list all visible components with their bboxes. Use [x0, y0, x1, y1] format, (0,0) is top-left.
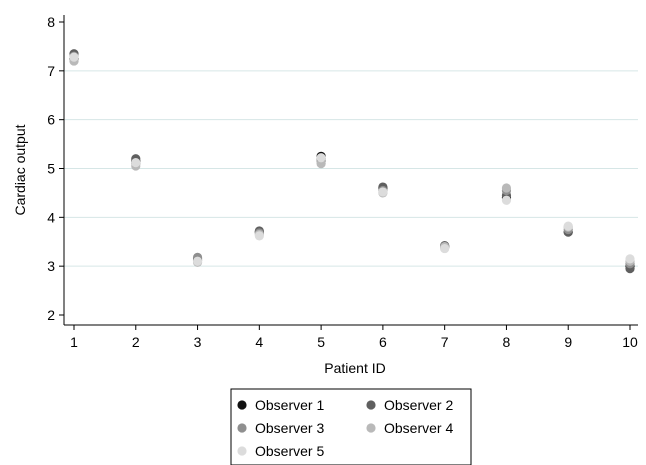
y-tick-label: 7: [47, 63, 55, 79]
data-point: [501, 183, 512, 193]
x-tick-label: 10: [622, 334, 638, 350]
y-tick-label: 3: [47, 258, 55, 274]
legend: Observer 1 Observer 2 Observer 3 Observer 4…: [230, 388, 472, 465]
legend-box: [230, 388, 472, 465]
data-point: [440, 243, 450, 254]
data-point: [316, 153, 326, 163]
legend-marker: [366, 400, 376, 410]
y-tick-label: 5: [47, 161, 55, 177]
legend-marker: [237, 400, 247, 410]
legend-label: Observer 5: [255, 443, 324, 459]
data-point: [625, 254, 635, 264]
x-tick-label: 2: [132, 334, 140, 350]
data-point: [192, 256, 203, 266]
x-tick-label: 1: [70, 334, 78, 350]
legend-marker: [237, 446, 247, 456]
legend-marker: [366, 423, 376, 433]
legend-label: Observer 2: [384, 397, 453, 413]
data-point: [501, 195, 512, 205]
data-points: [69, 49, 635, 274]
x-axis-title: Patient ID: [324, 360, 385, 376]
y-axis-title: Cardiac output: [12, 124, 28, 215]
data-point: [254, 231, 264, 241]
y-tick-label: 2: [47, 307, 55, 323]
y-tick-label: 8: [47, 14, 55, 30]
y-tick-label: 4: [47, 209, 55, 225]
legend-marker: [237, 423, 247, 433]
y-ticks: 2 3 4 5 6 7 8: [47, 14, 64, 323]
x-tick-label: 4: [255, 334, 263, 350]
data-point: [378, 187, 388, 197]
data-point: [69, 52, 79, 62]
legend-label: Observer 3: [255, 420, 324, 436]
x-tick-label: 6: [379, 334, 387, 350]
data-point: [131, 158, 141, 168]
x-tick-label: 3: [194, 334, 202, 350]
x-tick-label: 5: [317, 334, 325, 350]
y-tick-label: 6: [47, 112, 55, 128]
legend-label: Observer 1: [255, 397, 324, 413]
axes: [63, 15, 638, 326]
x-ticks: 1 2 3 4 5 6 7 8 9 10: [70, 325, 638, 350]
data-point: [563, 221, 573, 231]
grid-lines: [64, 70, 638, 267]
legend-label: Observer 4: [384, 420, 453, 436]
x-tick-label: 8: [503, 334, 511, 350]
x-tick-label: 7: [441, 334, 449, 350]
x-tick-label: 9: [564, 334, 572, 350]
